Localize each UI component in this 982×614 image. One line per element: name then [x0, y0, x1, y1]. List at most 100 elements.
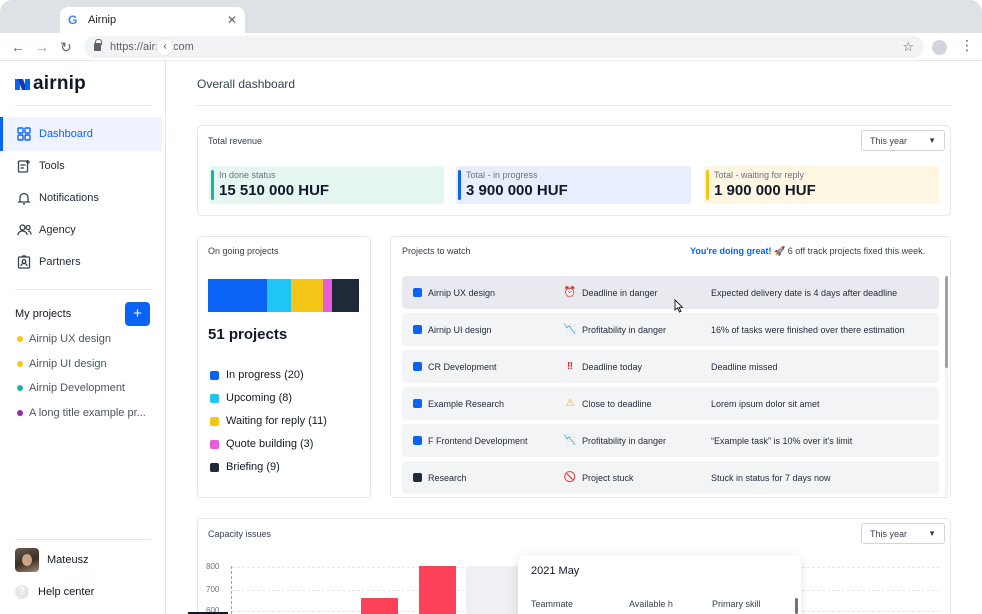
legend-label: Waiting for reply (11)	[226, 415, 327, 427]
capacity-bar[interactable]	[419, 566, 456, 614]
stat-waiting: Total - waiting for reply 1 900 000 HUF	[704, 166, 939, 204]
add-project-button[interactable]: +	[125, 302, 150, 326]
partners-icon	[16, 254, 32, 270]
legend-item: Waiting for reply (11)	[210, 415, 327, 427]
legend-swatch	[210, 370, 219, 380]
my-project-item[interactable]: A long title example pr...	[17, 407, 157, 419]
bookmark-star-icon[interactable]: ☆	[902, 39, 914, 54]
project-name: Airnip UX design	[428, 287, 496, 298]
browser-tab-strip: G Airnip ✕	[0, 0, 982, 33]
capacity-bar[interactable]	[361, 598, 398, 614]
project-name: Airnip UI design	[428, 324, 492, 335]
scrollbar-track[interactable]	[945, 276, 948, 496]
card-title: Total revenue	[208, 136, 263, 146]
watch-row[interactable]: Example Research ⚠ Close to deadline Lor…	[402, 387, 939, 420]
my-project-item[interactable]: Airnip UX design	[17, 333, 157, 345]
logo[interactable]: airnip	[15, 73, 86, 95]
project-status: Close to deadline	[582, 398, 652, 409]
capacity-bar-hover	[466, 566, 518, 614]
revenue-period-select[interactable]: This year ▼	[861, 130, 945, 151]
users-icon	[16, 222, 32, 238]
card-title: Capacity issues	[208, 529, 272, 539]
legend-item: Quote building (3)	[210, 438, 313, 450]
stacked-bar-segment	[290, 279, 324, 312]
select-value: This year	[870, 135, 908, 146]
back-icon[interactable]: ←	[11, 39, 25, 55]
legend-item: Briefing (9)	[210, 461, 280, 473]
collapse-sidebar-button[interactable]: ‹	[156, 38, 174, 56]
url-text: https://airnip.com	[110, 41, 194, 53]
page-title: Overall dashboard	[197, 77, 296, 91]
projects-count: 51 projects	[208, 326, 288, 343]
close-tab-icon[interactable]: ✕	[226, 13, 237, 27]
divider	[197, 105, 952, 106]
stat-done: In done status 15 510 000 HUF	[209, 166, 444, 204]
project-name: Example Research	[428, 398, 505, 409]
tooltip-scrollbar[interactable]	[795, 598, 798, 614]
stat-accent	[458, 170, 461, 200]
project-name: Research	[428, 472, 467, 483]
my-project-label: Airnip UX design	[29, 333, 111, 345]
no-entry-icon: 🚫	[563, 472, 577, 483]
y-axis-tick: 600	[206, 606, 220, 614]
profile-avatar-icon[interactable]	[932, 40, 947, 55]
user-profile[interactable]: Mateusz	[15, 548, 89, 572]
sidebar-item-agency[interactable]: Agency	[0, 213, 162, 247]
legend-label: Quote building (3)	[226, 438, 314, 450]
my-project-item[interactable]: Airnip UI design	[17, 358, 157, 370]
sidebar-item-notifications[interactable]: Notifications	[0, 181, 162, 215]
card-title: Projects to watch	[402, 246, 471, 256]
tooltip-column-header: Primary skill	[712, 599, 761, 609]
watch-row[interactable]: CR Development ‼ Deadline today Deadline…	[402, 350, 939, 383]
sidebar-item-tools[interactable]: Tools	[0, 149, 162, 183]
stat-in-progress: Total - in progress 3 900 000 HUF	[456, 166, 691, 204]
legend-swatch	[210, 439, 219, 449]
double-exclamation-icon: ‼	[566, 361, 574, 372]
sidebar-item-dashboard[interactable]: Dashboard	[0, 117, 162, 151]
sidebar-item-partners[interactable]: Partners	[0, 245, 162, 279]
watch-row[interactable]: Research 🚫 Project stuck Stuck in status…	[402, 461, 939, 494]
legend-swatch	[210, 393, 219, 403]
project-color-swatch	[413, 325, 422, 334]
status-detail: Expected delivery date is 4 days after d…	[711, 287, 898, 298]
status-detail: Lorem ipsum dolor sit amet	[711, 398, 820, 409]
my-project-item[interactable]: Airnip Development	[17, 382, 157, 394]
browser-menu-icon[interactable]: ⋮	[960, 37, 974, 53]
watch-row[interactable]: F Frontend Development 📉 Profitability i…	[402, 424, 939, 457]
chart-tooltip: 2021 May Teammate Available h Primary sk…	[518, 555, 801, 614]
scrollbar-thumb[interactable]	[945, 276, 948, 368]
sidebar-item-label: Tools	[39, 160, 65, 172]
project-dot-icon	[17, 385, 23, 391]
watch-row[interactable]: Airnip UX design ⏰ Deadline in danger Ex…	[402, 276, 939, 309]
reload-icon[interactable]: ↻	[60, 39, 72, 55]
help-center-link[interactable]: ? Help center	[15, 585, 94, 599]
stat-value: 1 900 000 HUF	[714, 182, 816, 199]
lock-icon	[94, 39, 102, 51]
chart-baseline	[188, 612, 228, 614]
project-dot-icon	[17, 336, 23, 342]
legend-item: Upcoming (8)	[210, 392, 292, 404]
sidebar-item-label: Dashboard	[39, 128, 93, 140]
project-status: Project stuck	[582, 472, 634, 483]
browser-tab[interactable]: G Airnip ✕	[60, 7, 245, 33]
divider	[15, 289, 151, 290]
project-name: CR Development	[428, 361, 497, 372]
mouse-cursor-icon	[674, 299, 684, 313]
legend-label: Upcoming (8)	[226, 392, 293, 404]
help-icon: ?	[15, 585, 29, 599]
project-dot-icon	[17, 410, 23, 416]
y-axis-line	[231, 566, 232, 614]
stacked-bar-segment	[332, 279, 359, 312]
capacity-period-select[interactable]: This year ▼	[861, 523, 945, 544]
project-dot-icon	[17, 361, 23, 367]
divider	[15, 105, 151, 106]
legend-swatch	[210, 416, 219, 426]
legend-item: In progress (20)	[210, 369, 304, 381]
warning-icon: ⚠	[565, 398, 575, 409]
project-color-swatch	[413, 288, 422, 297]
forward-icon[interactable]: →	[35, 39, 49, 55]
address-bar[interactable]: https://airnip.com ☆	[84, 36, 924, 58]
watch-row[interactable]: Airnip UI design 📉 Profitability in dang…	[402, 313, 939, 346]
dashboard-icon	[16, 126, 32, 142]
great-text: You're doing great!	[690, 246, 772, 256]
